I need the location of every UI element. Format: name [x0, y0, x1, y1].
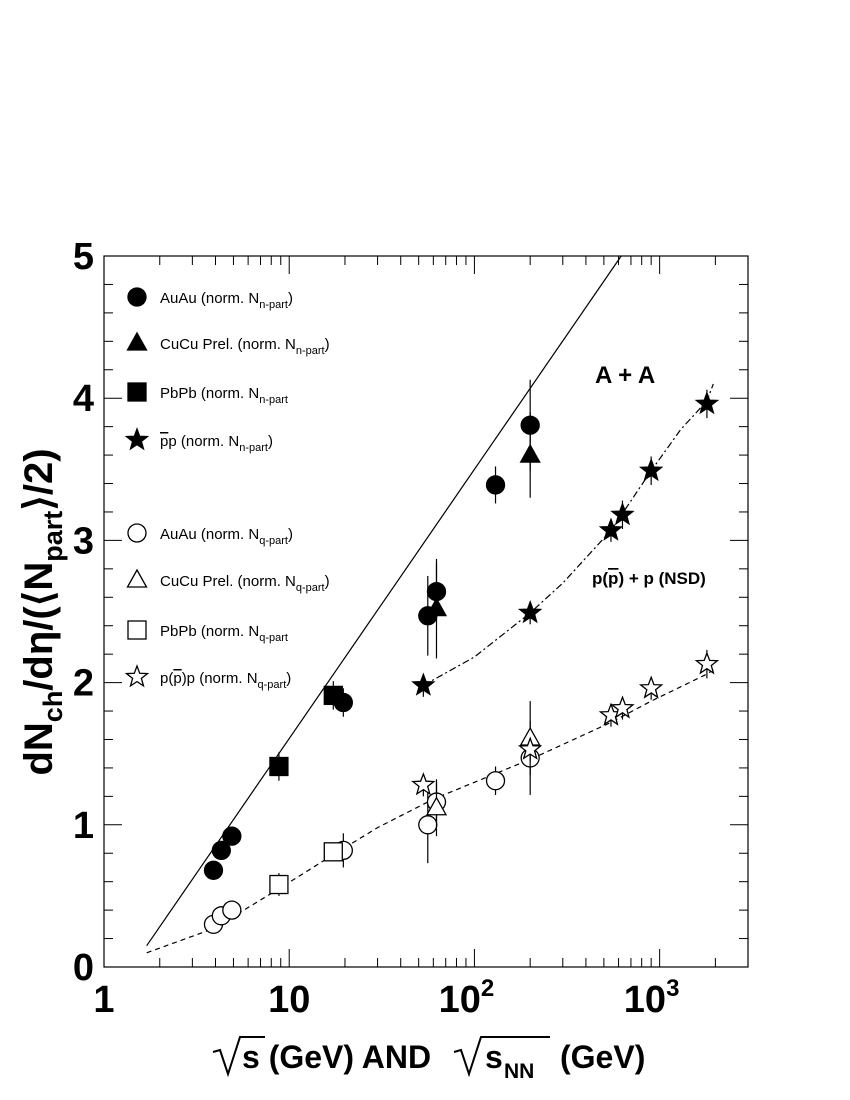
fit-curves — [146, 255, 716, 954]
legend-label: AuAu (norm. Nq-part) — [160, 526, 293, 547]
point-open-square — [323, 842, 343, 862]
legend-marker-open-star — [124, 664, 150, 688]
sqrt-sign-1 — [212, 1036, 265, 1078]
y-tick-label: 1 — [73, 805, 94, 847]
annotation-aa: A + A — [595, 362, 655, 389]
point-filled-circle — [485, 475, 506, 495]
point-open-circle — [222, 900, 242, 920]
x-axis-title: s (GeV) AND sNN (GeV) — [212, 1036, 645, 1083]
point-open-star — [517, 736, 543, 760]
annotation-pp: p(p) + p (NSD) — [592, 569, 706, 588]
legend-item: PbPb (norm. Nq-part — [127, 620, 288, 644]
point-filled-circle — [211, 840, 231, 861]
point-filled-triangle — [519, 443, 541, 463]
y-tick-label: 4 — [73, 378, 94, 420]
y-tick-labels: 0 1 2 3 4 5 — [73, 236, 94, 989]
point-filled-star — [694, 391, 720, 415]
legend-marker-open-triangle — [126, 568, 148, 588]
point-filled-star — [610, 501, 635, 526]
point-open-star — [411, 772, 436, 796]
point-filled-star — [411, 672, 436, 696]
sqrt-sign-2 — [453, 1036, 550, 1078]
point-open-triangle — [425, 796, 448, 816]
legend-marker-filled-star — [124, 427, 150, 451]
legend-marker-open-circle — [127, 523, 147, 543]
data-points — [203, 379, 720, 934]
legend: AuAu (norm. Nn-part) CuCu Prel. (norm. Nn… — [124, 287, 330, 691]
point-filled-circle — [203, 860, 224, 880]
x-tick-label: 10 — [268, 979, 310, 1021]
legend-marker-open-square — [127, 620, 147, 640]
legend-label: CuCu Prel. (norm. Nn-part) — [160, 336, 330, 357]
legend-marker-filled-circle — [127, 287, 147, 307]
x-tick-label: 102 — [439, 975, 495, 1021]
y-tick-label: 0 — [73, 947, 94, 989]
legend-item: AuAu (norm. Nn-part) — [127, 287, 293, 311]
point-open-star — [610, 695, 635, 719]
legend-item: CuCu Prel. (norm. Nq-part) — [126, 568, 330, 594]
legend-label: AuAu (norm. Nn-part) — [160, 290, 293, 311]
legend-label: pp (norm. Nn-part) — [160, 433, 273, 454]
x-tick-labels: 1 10 102 103 — [93, 975, 679, 1021]
point-open-star — [694, 651, 720, 675]
legend-marker-filled-triangle — [126, 331, 148, 351]
legend-item: p(p)p (norm. Nq-part) — [124, 664, 291, 691]
x-tick-label: 1 — [93, 979, 114, 1021]
point-filled-triangle — [425, 597, 448, 617]
svg-text:sNN(GeV): sNN (GeV) — [485, 1039, 645, 1083]
legend-label: PbPb (norm. Nn-part — [160, 385, 288, 406]
y-tick-label: 2 — [73, 663, 94, 705]
legend-marker-filled-square — [127, 382, 147, 402]
legend-item: PbPb (norm. Nn-part — [127, 382, 288, 406]
point-filled-star — [517, 600, 543, 624]
legend-label: CuCu Prel. (norm. Nq-part) — [160, 573, 330, 594]
y-tick-label: 5 — [73, 236, 94, 278]
y-tick-label: 3 — [73, 520, 94, 562]
point-filled-square — [323, 685, 343, 706]
point-filled-star — [598, 517, 624, 541]
point-open-square — [269, 874, 289, 895]
legend-label: p(p)p (norm. Nq-part) — [160, 670, 291, 691]
point-open-circle — [418, 815, 438, 835]
fit-curve-dashdot — [423, 383, 714, 686]
svg-text:dNch/dη/(⟨Npart⟩/2): dNch/dη/(⟨Npart⟩/2) — [17, 448, 68, 775]
point-filled-square — [269, 756, 289, 777]
plot-frame — [103, 255, 749, 968]
x-tick-label: 103 — [624, 975, 680, 1021]
point-open-star — [638, 675, 664, 699]
point-filled-star — [638, 457, 664, 482]
svg-text:s (GeV) AND: s (GeV) AND — [242, 1039, 431, 1075]
legend-item: CuCu Prel. (norm. Nn-part) — [126, 331, 330, 357]
legend-item: pp (norm. Nn-part) — [124, 427, 273, 454]
axis-ticks — [103, 255, 749, 968]
point-open-circle — [485, 771, 506, 791]
y-axis-title: dNch/dη/(⟨Npart⟩/2) — [17, 448, 68, 775]
legend-label: PbPb (norm. Nq-part — [160, 623, 288, 644]
point-filled-circle — [222, 826, 242, 846]
legend-item: AuAu (norm. Nq-part) — [127, 523, 293, 547]
